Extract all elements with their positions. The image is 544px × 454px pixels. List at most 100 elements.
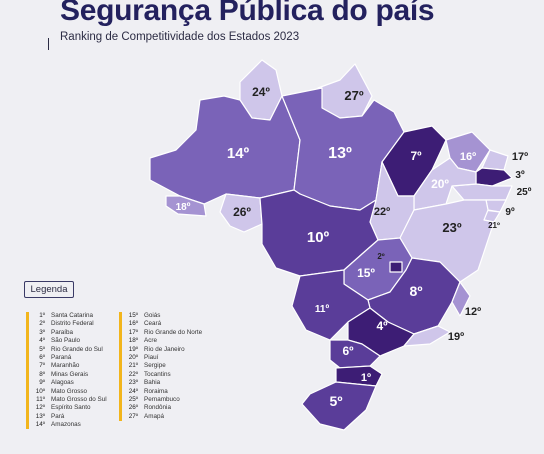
legend-rank: 25º — [128, 395, 138, 403]
rank-label: 7º — [410, 149, 422, 163]
legend-item: 11º Mato Grosso do Sul — [29, 396, 107, 404]
legend-item: 17º Rio Grande do Norte — [122, 329, 202, 337]
legend-rank: 20º — [128, 353, 138, 361]
legend-state: Maranhão — [51, 362, 80, 370]
legend-rank: 26º — [128, 404, 138, 412]
legend-rank: 17º — [128, 328, 138, 336]
rank-label: 24º — [252, 85, 270, 99]
legend-state: Minas Gerais — [51, 370, 89, 378]
legend-rank: 2º — [39, 320, 45, 328]
legend-state: Roraima — [144, 387, 168, 395]
rank-label: 11º — [315, 304, 330, 315]
legend-item: 25º Pernambuco — [122, 396, 202, 404]
state-rio-grande-do-sul[interactable] — [301, 381, 377, 431]
legend-state: Rio Grande do Norte — [144, 328, 203, 336]
rank-label: 19º — [448, 331, 464, 343]
legend-state: Acre — [144, 337, 157, 345]
legend-state: Alagoas — [51, 379, 74, 387]
legend-rank: 7º — [39, 362, 45, 370]
legend-state: Santa Catarina — [51, 312, 94, 319]
state-distrito-federal[interactable] — [389, 261, 403, 273]
legend-state: Tocantins — [144, 370, 171, 378]
state-espirito-santo[interactable] — [451, 281, 471, 317]
legend-state: Amazonas — [51, 421, 81, 429]
legend-item: 12º Espírito Santo — [29, 404, 107, 412]
state-paraiba[interactable] — [475, 167, 513, 187]
rank-label: 23º — [442, 220, 461, 235]
legend-state: Espírito Santo — [51, 404, 91, 412]
rank-label: 9º — [505, 207, 515, 218]
legend-state: Rio de Janeiro — [144, 345, 185, 353]
legend-state: Pernambuco — [144, 395, 180, 403]
rank-label: 8º — [410, 283, 423, 299]
state-santa-catarina[interactable] — [335, 365, 383, 387]
rank-label: 1º — [361, 372, 371, 384]
legend-rank: 16º — [128, 320, 138, 328]
legend-rank: 18º — [128, 337, 138, 345]
rank-label: 13º — [328, 145, 352, 162]
legend-rank: 4º — [39, 337, 45, 345]
legend-column-1: 1º Santa Catarina 2º Distrito Federal 3º Para… — [26, 312, 107, 430]
page-title: Segurança Pública do país — [60, 0, 435, 27]
legend-state: Rio Grande do Sul — [51, 345, 103, 353]
state-parana[interactable] — [329, 339, 381, 369]
legend-item: 3º Paraíba — [29, 329, 107, 337]
legend-column-2: 15º Goiás 16º Ceará 17º Rio Grande do Norte 18… — [119, 312, 202, 422]
legend-item: 19º Rio de Janeiro — [122, 346, 202, 354]
legend-state: Goiás — [144, 312, 161, 319]
legend-item: 21º Sergipe — [122, 362, 202, 370]
legend-item: 15º Goiás — [122, 312, 202, 320]
legend-item: 18º Acre — [122, 337, 202, 345]
rank-label: 5º — [330, 393, 343, 409]
legend-item: 4º São Paulo — [29, 337, 107, 345]
legend-rank: 6º — [39, 353, 45, 361]
rank-label: 21º — [488, 221, 500, 230]
legend-item: 10º Mato Grosso — [29, 388, 107, 396]
legend-rank: 13º — [35, 412, 45, 420]
legend-item: 6º Paraná — [29, 354, 107, 362]
legend-item: 1º Santa Catarina — [29, 312, 107, 320]
legend-rank: 15º — [128, 312, 138, 319]
rank-label: 3º — [515, 170, 525, 181]
legend-rank: 1º — [39, 312, 45, 319]
legend-item: 24º Roraima — [122, 388, 202, 396]
rank-label: 26º — [233, 205, 251, 219]
legend-state: Distrito Federal — [51, 320, 94, 328]
rank-label: 6º — [342, 344, 354, 358]
legend-state: Piauí — [144, 353, 159, 361]
legend-item: 13º Pará — [29, 413, 107, 421]
legend-state: Pará — [51, 412, 65, 420]
rank-label: 20º — [431, 177, 449, 191]
legend-item: 20º Piauí — [122, 354, 202, 362]
legend-item: 14º Amazonas — [29, 421, 107, 429]
state-rio-de-janeiro[interactable] — [403, 325, 451, 347]
legend-rank: 27º — [128, 412, 138, 420]
legend-rank: 24º — [128, 387, 138, 395]
rank-label: 18º — [176, 202, 191, 213]
page-subtitle: Ranking de Competitividade dos Estados 2… — [60, 31, 300, 43]
rank-label: 2º — [377, 252, 384, 261]
legend-rank: 3º — [39, 328, 45, 336]
state-amazonas[interactable] — [149, 95, 301, 205]
rank-label: 22º — [374, 206, 390, 218]
rank-label: 14º — [227, 145, 250, 162]
state-pernambuco[interactable] — [451, 183, 513, 201]
legend-state: Paraíba — [51, 328, 74, 336]
rank-label: 4º — [376, 319, 388, 333]
legend-state: Rondônia — [144, 404, 171, 412]
legend-state: Paraná — [51, 353, 72, 361]
rank-label: 25º — [517, 187, 532, 198]
legend-rank: 5º — [39, 345, 45, 353]
legend-state: São Paulo — [51, 337, 81, 345]
legend-rank: 8º — [39, 370, 45, 378]
legend-item: 9º Alagoas — [29, 379, 107, 387]
rank-label: 17º — [512, 151, 528, 163]
state-acre[interactable] — [165, 195, 207, 217]
legend-rank: 21º — [128, 362, 138, 370]
legend-rank: 12º — [35, 404, 45, 412]
legend-item: 27º Amapá — [122, 413, 202, 421]
legend-state: Mato Grosso — [51, 387, 88, 395]
legend-state: Bahia — [144, 379, 161, 387]
rank-label: 27º — [344, 88, 363, 103]
